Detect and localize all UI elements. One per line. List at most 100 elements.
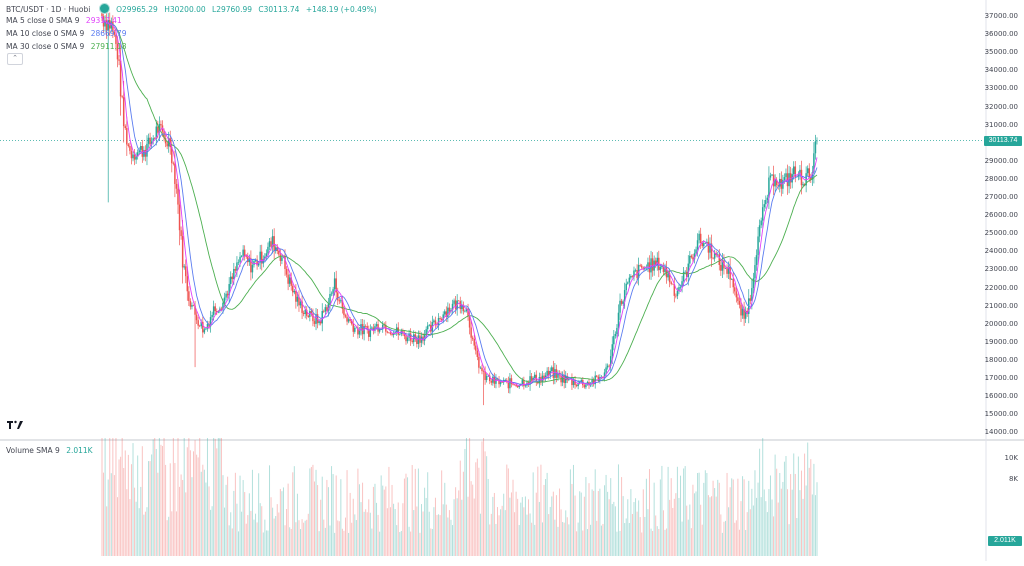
candle-body	[295, 290, 297, 302]
collapse-legend-button[interactable]: ⌃	[7, 53, 23, 65]
volume-bar	[769, 475, 771, 556]
volume-bar	[315, 469, 317, 556]
volume-label: Volume SMA 9	[6, 446, 60, 455]
volume-bar	[720, 514, 722, 556]
volume-bar	[658, 528, 660, 556]
volume-bar	[740, 501, 742, 556]
volume-bar	[608, 499, 610, 556]
candle-body	[195, 314, 198, 321]
ma5-legend[interactable]: MA 5 close 0 SMA 9 29317.41	[6, 16, 122, 25]
candle-body	[411, 340, 413, 343]
volume-bar	[264, 519, 266, 556]
candle-body	[703, 243, 705, 247]
volume-bar	[416, 506, 418, 556]
ohlc-close: C30113.74	[258, 5, 300, 14]
volume-bar	[662, 510, 664, 556]
candle-body	[630, 276, 632, 278]
candle-body	[257, 262, 260, 266]
candle-body	[163, 131, 165, 139]
volume-bar	[655, 515, 657, 556]
volume-bar	[645, 478, 647, 556]
volume-bar	[731, 478, 733, 556]
last-price-tag: 30113.74	[984, 136, 1022, 146]
candle-body	[240, 255, 243, 257]
volume-bar	[411, 465, 413, 556]
volume-bar	[552, 491, 554, 556]
volume-bar	[565, 510, 567, 556]
volume-bar	[117, 497, 119, 556]
volume-bar	[199, 438, 201, 556]
candle-body	[574, 379, 576, 385]
candle-body	[206, 323, 209, 329]
candle-body	[808, 168, 810, 178]
candle-body	[360, 324, 362, 331]
tradingview-logo-icon[interactable]	[7, 420, 23, 430]
ma10-legend[interactable]: MA 10 close 0 SMA 9 28669.79	[6, 29, 126, 38]
price-axis-label: 16000.00	[984, 392, 1018, 401]
candle-body	[737, 297, 739, 301]
volume-bar	[313, 481, 315, 556]
volume-bar	[506, 464, 508, 556]
volume-bar	[707, 495, 709, 556]
volume-bar	[224, 507, 226, 556]
candle-body	[198, 325, 201, 327]
volume-bar	[521, 497, 523, 556]
candle-body	[633, 270, 635, 277]
candle-body	[518, 385, 520, 388]
candle-body	[253, 261, 255, 266]
volume-bar	[529, 513, 531, 556]
volume-bar	[307, 513, 309, 556]
candle-body	[524, 385, 527, 387]
volume-bar	[374, 483, 376, 556]
price-axis-label: 36000.00	[984, 30, 1018, 39]
volume-bar	[427, 472, 429, 556]
candle-body	[614, 333, 617, 337]
candle-body	[662, 265, 665, 273]
candle-body	[439, 318, 441, 319]
candle-body	[130, 150, 133, 159]
candle-body	[392, 333, 395, 335]
volume-bar	[515, 491, 517, 556]
candle-body	[430, 324, 432, 332]
candle-body	[464, 311, 466, 312]
volume-bar	[799, 490, 801, 556]
candle-body	[696, 240, 699, 250]
volume-bar	[202, 464, 204, 556]
candle-body	[368, 329, 370, 337]
candle-body	[699, 233, 702, 243]
ohlc-legend: BTC/USDT · 1D · Huobi O29965.29 H30200.0…	[6, 3, 381, 14]
candle-body	[121, 96, 123, 98]
volume-bar	[306, 519, 308, 556]
volume-bar	[296, 493, 298, 556]
volume-bar	[621, 477, 623, 556]
volume-bar	[211, 506, 213, 556]
candle-body	[563, 375, 565, 383]
volume-bar	[191, 477, 193, 556]
volume-bar	[304, 520, 306, 556]
candle-body	[302, 312, 305, 315]
volume-bar	[172, 438, 174, 556]
volume-bar	[703, 482, 705, 556]
volume-bar	[695, 491, 697, 556]
volume-bar	[206, 438, 208, 556]
volume-bar	[382, 485, 384, 556]
volume-bar	[309, 468, 311, 556]
volume-legend[interactable]: Volume SMA 9 2.011K	[6, 446, 93, 455]
volume-bar	[768, 489, 770, 556]
volume-bar	[614, 506, 616, 556]
volume-bar	[225, 484, 227, 556]
volume-bar	[351, 522, 353, 556]
volume-bar	[484, 451, 486, 556]
candle-body	[786, 173, 789, 187]
volume-bar	[456, 498, 458, 556]
volume-bar	[193, 451, 195, 556]
candle-body	[259, 251, 261, 263]
price-axis-label: 15000.00	[984, 410, 1018, 419]
ma30-legend[interactable]: MA 30 close 0 SMA 9 27911.18	[6, 42, 126, 51]
volume-bar	[602, 523, 604, 556]
volume-bar	[467, 496, 469, 556]
volume-bar	[408, 526, 410, 556]
volume-bar	[141, 446, 143, 556]
